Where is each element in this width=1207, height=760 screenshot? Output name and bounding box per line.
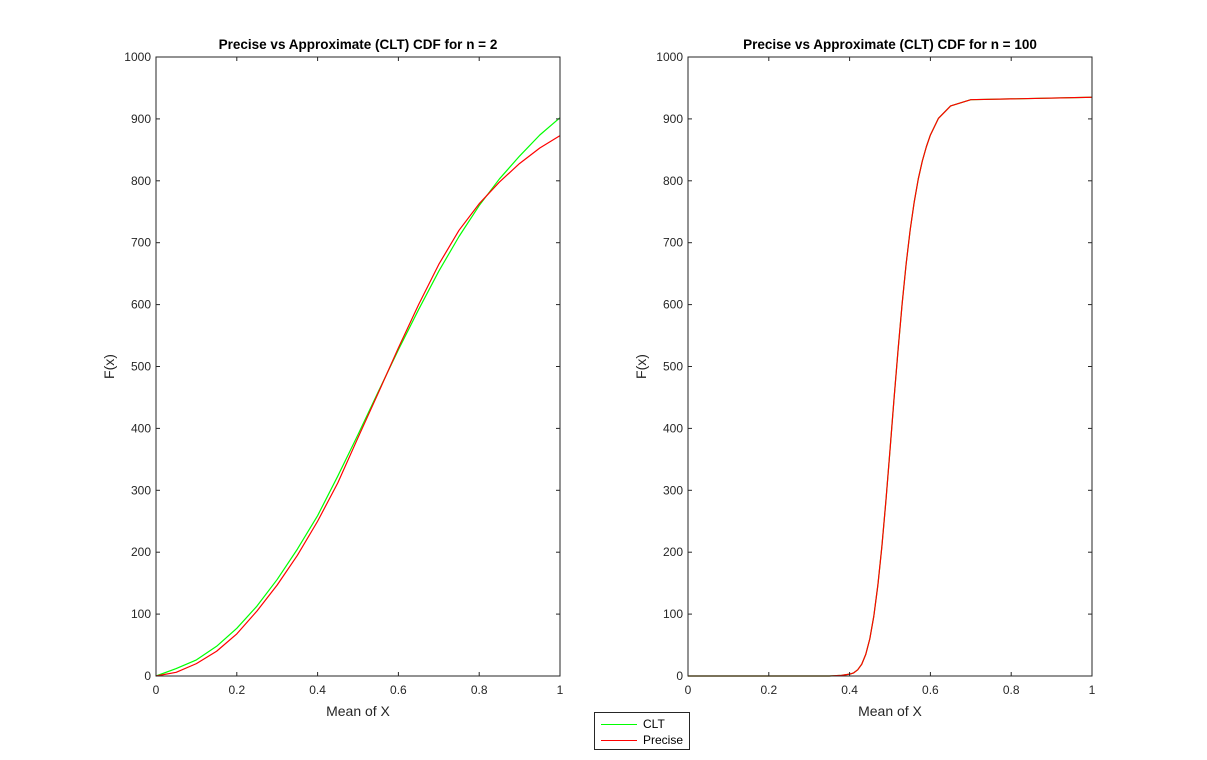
x-tick-label: 0.6 xyxy=(922,683,939,697)
y-tick-label: 800 xyxy=(663,174,683,188)
x-tick-label: 0.6 xyxy=(390,683,407,697)
x-tick-label: 0.8 xyxy=(471,683,488,697)
y-tick-label: 500 xyxy=(663,360,683,374)
y-tick-label: 700 xyxy=(663,236,683,250)
y-tick-label: 100 xyxy=(663,607,683,621)
series-line-clt xyxy=(155,117,561,677)
y-axis-label: F(x) xyxy=(633,354,649,379)
chart-panel-1: 0 0.2 0.4 0.6 0.8 1 0 100 200 300 400 500 600 700 800 9… xyxy=(101,37,564,719)
y-tick-label: 200 xyxy=(663,545,683,559)
y-tick-label: 800 xyxy=(131,174,151,188)
x-tick-label: 0 xyxy=(153,683,160,697)
x-tick-label: 0 xyxy=(685,683,692,697)
y-tick-label: 600 xyxy=(131,298,151,312)
legend-line-precise xyxy=(601,739,637,741)
x-tick-label: 1 xyxy=(557,683,564,697)
y-tick-label: 400 xyxy=(663,421,683,435)
x-tick-label: 0.2 xyxy=(760,683,777,697)
legend-entry-clt: CLT xyxy=(601,716,665,732)
y-tick-label: 300 xyxy=(663,483,683,497)
x-tick-label: 0.4 xyxy=(841,683,858,697)
y-tick-label: 700 xyxy=(131,236,151,250)
y-tick-label: 1000 xyxy=(124,50,151,64)
x-axis-label: Mean of X xyxy=(326,703,390,719)
chart-title: Precise vs Approximate (CLT) CDF for n =… xyxy=(743,37,1037,52)
y-tick-label: 0 xyxy=(144,669,151,683)
legend-line-clt xyxy=(601,723,637,725)
y-tick-label: 600 xyxy=(663,298,683,312)
legend-label-precise: Precise xyxy=(643,733,684,747)
y-axis-label: F(x) xyxy=(101,354,117,379)
series-line-precise xyxy=(155,135,561,677)
y-tick-label: 200 xyxy=(131,545,151,559)
x-tick-label: 0.4 xyxy=(309,683,326,697)
x-tick-label: 0.8 xyxy=(1003,683,1020,697)
x-axis-label: Mean of X xyxy=(858,703,922,719)
legend: CLT Precise xyxy=(594,712,690,750)
y-tick-label: 400 xyxy=(131,421,151,435)
y-tick-label: 100 xyxy=(131,607,151,621)
plot-box xyxy=(687,56,1093,677)
x-tick-label: 0.2 xyxy=(228,683,245,697)
y-tick-label: 1000 xyxy=(656,50,683,64)
x-tick-label: 1 xyxy=(1089,683,1096,697)
series-line-precise xyxy=(688,96,1093,677)
legend-entry-precise: Precise xyxy=(601,732,683,748)
y-tick-label: 0 xyxy=(676,669,683,683)
y-tick-label: 900 xyxy=(663,112,683,126)
y-tick-label: 500 xyxy=(131,360,151,374)
series-line-clt xyxy=(688,96,1093,677)
chart-title: Precise vs Approximate (CLT) CDF for n =… xyxy=(219,37,498,52)
legend-label-clt: CLT xyxy=(643,717,665,731)
plot-box xyxy=(155,56,561,677)
y-tick-label: 300 xyxy=(131,483,151,497)
chart-panel-2: 0 0.2 0.4 0.6 0.8 1 0 100 200 300 400 500 600 700 800 9… xyxy=(633,37,1096,719)
y-tick-label: 900 xyxy=(131,112,151,126)
